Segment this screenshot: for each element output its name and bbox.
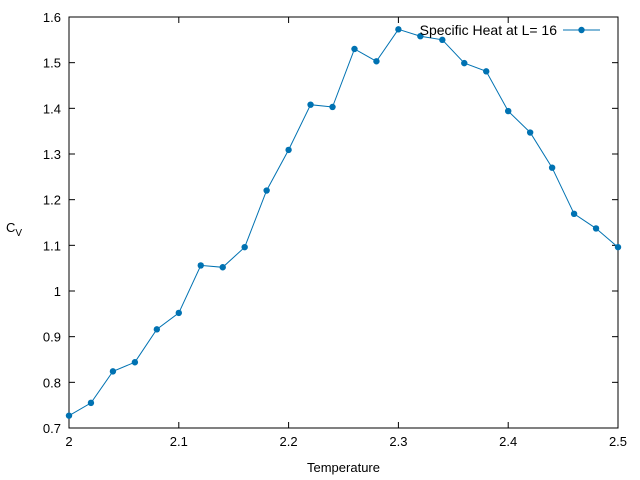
data-point (351, 45, 358, 53)
legend-label: Specific Heat at L= 16 (420, 22, 558, 38)
y-axis-title-main: C (6, 220, 15, 235)
y-tick-label: 1 (54, 284, 61, 299)
data-point (87, 399, 95, 407)
plot-frame (68, 16, 619, 429)
data-point (395, 26, 402, 33)
data-point (131, 359, 139, 366)
data-point (570, 210, 578, 218)
data-point (65, 412, 73, 419)
y-tick-label: 1.5 (43, 56, 61, 71)
y-axis-title-subscript: V (15, 228, 22, 239)
data-point (461, 59, 468, 67)
x-tick-label: 2 (65, 434, 72, 449)
data-point (241, 243, 248, 251)
plot-border (68, 16, 619, 429)
y-axis-title: CV (6, 220, 22, 239)
data-point (505, 107, 512, 115)
y-tick-label: 0.9 (43, 330, 61, 345)
y-tick-label: 0.8 (43, 375, 61, 390)
x-axis: 2 2.1 2.2 2.3 2.4 2.5 (65, 17, 627, 449)
series-layer (65, 26, 622, 419)
data-point (153, 326, 161, 333)
data-point (197, 262, 204, 269)
data-point (373, 58, 380, 65)
data-point (329, 103, 336, 111)
y-tick-label: 1.1 (43, 238, 61, 253)
data-point (307, 101, 314, 108)
y-tick-label: 1.6 (43, 10, 61, 25)
data-point (614, 243, 622, 251)
data-point (592, 225, 600, 232)
data-point (483, 68, 490, 75)
x-tick-label: 2.2 (280, 434, 298, 449)
y-tick-label: 1.4 (43, 101, 61, 116)
legend-marker (578, 26, 585, 34)
data-point (417, 32, 424, 40)
x-tick-label: 2.5 (609, 434, 627, 449)
x-axis-title: Temperature (307, 460, 380, 475)
series-line (68, 28, 619, 417)
data-point (263, 187, 270, 194)
data-point (109, 368, 117, 375)
data-point (175, 309, 182, 317)
y-tick-label: 0.7 (43, 421, 61, 436)
x-tick-label: 2.3 (389, 434, 407, 449)
data-point (526, 129, 534, 136)
data-point (285, 146, 292, 154)
data-point (439, 36, 446, 44)
legend: Specific Heat at L= 16 (420, 22, 600, 38)
x-tick-label: 2.4 (499, 434, 517, 449)
y-axis: 0.7 0.8 0.9 1 1.1 1.2 1.3 1.4 1.5 1.6 (43, 10, 618, 436)
data-point (548, 164, 556, 171)
y-tick-label: 1.3 (43, 147, 61, 162)
data-point (219, 264, 226, 271)
y-tick-label: 1.2 (43, 193, 61, 208)
x-tick-label: 2.1 (170, 434, 188, 449)
